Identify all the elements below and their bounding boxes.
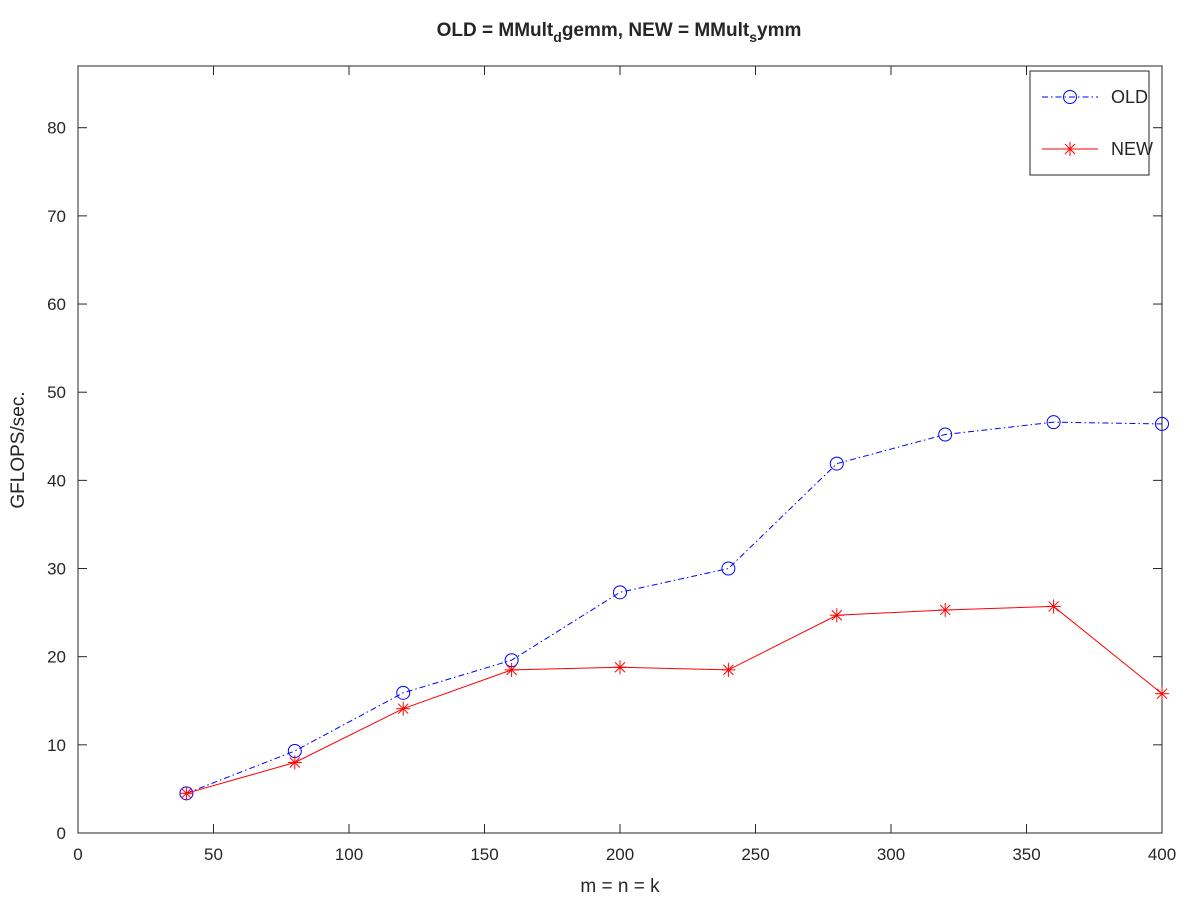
x-tick-label: 250 — [741, 845, 769, 864]
data-point-old — [721, 561, 736, 576]
y-tick-label: 60 — [47, 295, 66, 314]
y-tick-label: 70 — [47, 207, 66, 226]
legend: OLD NEW — [1029, 70, 1153, 176]
x-tick-label: 100 — [335, 845, 363, 864]
y-tick-label: 80 — [47, 119, 66, 138]
title-part-old-prefix: OLD = MMult — [437, 20, 554, 41]
x-axis: 0 50 100 150 200 250 300 350 400 — [73, 66, 1176, 864]
data-point-new — [396, 701, 411, 716]
data-point-new — [1155, 686, 1169, 701]
svg-text:OLD = MMultdgemm, NEW = MMults: OLD = MMultdgemm, NEW = MMultsymm — [437, 20, 802, 45]
plot-area-frame — [77, 65, 1163, 834]
y-axis: 0 10 20 30 40 50 60 70 80 — [47, 119, 1162, 843]
legend-marker-new — [1063, 142, 1077, 156]
series-line-old — [186, 421, 1163, 794]
y-axis-label: GFLOPS/sec. — [8, 391, 29, 508]
x-tick-label: 0 — [73, 845, 82, 864]
data-point-new — [938, 602, 953, 617]
y-tick-label: 50 — [47, 383, 66, 402]
data-point-old — [1046, 415, 1061, 430]
data-point-old — [613, 585, 627, 600]
data-point-old — [938, 427, 953, 442]
legend-box — [1029, 70, 1150, 176]
data-point-new — [613, 660, 627, 675]
x-axis-label: m = n = k — [580, 876, 660, 897]
y-tick-label: 0 — [57, 824, 66, 843]
title-part-old-subscript: d — [553, 29, 562, 45]
title-part-new-subscript: s — [749, 29, 757, 45]
x-tick-label: 350 — [1012, 845, 1040, 864]
x-tick-label: 50 — [204, 845, 223, 864]
chart-title: OLD = MMultdgemm, NEW = MMultsymm — [437, 20, 802, 45]
x-tick-label: 200 — [606, 845, 634, 864]
x-tick-label: 400 — [1148, 845, 1176, 864]
data-point-old — [829, 456, 844, 471]
data-point-new — [179, 786, 194, 801]
series-layer — [179, 415, 1169, 801]
legend-entry-old: OLD — [1042, 87, 1148, 107]
data-point-old — [396, 685, 411, 700]
data-point-new — [721, 662, 736, 677]
legend-entry-new: NEW — [1042, 139, 1153, 159]
legend-label-old: OLD — [1111, 87, 1148, 107]
title-part-middle: gemm, NEW = MMult — [562, 20, 750, 41]
y-tick-label: 40 — [47, 471, 66, 490]
series-new — [179, 599, 1169, 801]
y-tick-label: 30 — [47, 560, 66, 579]
y-tick-label: 10 — [47, 736, 66, 755]
data-point-new — [504, 662, 519, 677]
data-point-new — [287, 755, 302, 770]
legend-label-new: NEW — [1111, 139, 1153, 159]
data-point-new — [829, 608, 844, 623]
y-tick-label: 20 — [47, 648, 66, 667]
title-part-new-suffix: ymm — [757, 20, 801, 41]
x-tick-label: 150 — [470, 845, 498, 864]
series-line-new — [186, 605, 1163, 794]
legend-marker-old — [1063, 90, 1077, 104]
data-point-old — [1155, 416, 1169, 431]
x-tick-label: 300 — [877, 845, 905, 864]
data-point-new — [1046, 599, 1061, 614]
